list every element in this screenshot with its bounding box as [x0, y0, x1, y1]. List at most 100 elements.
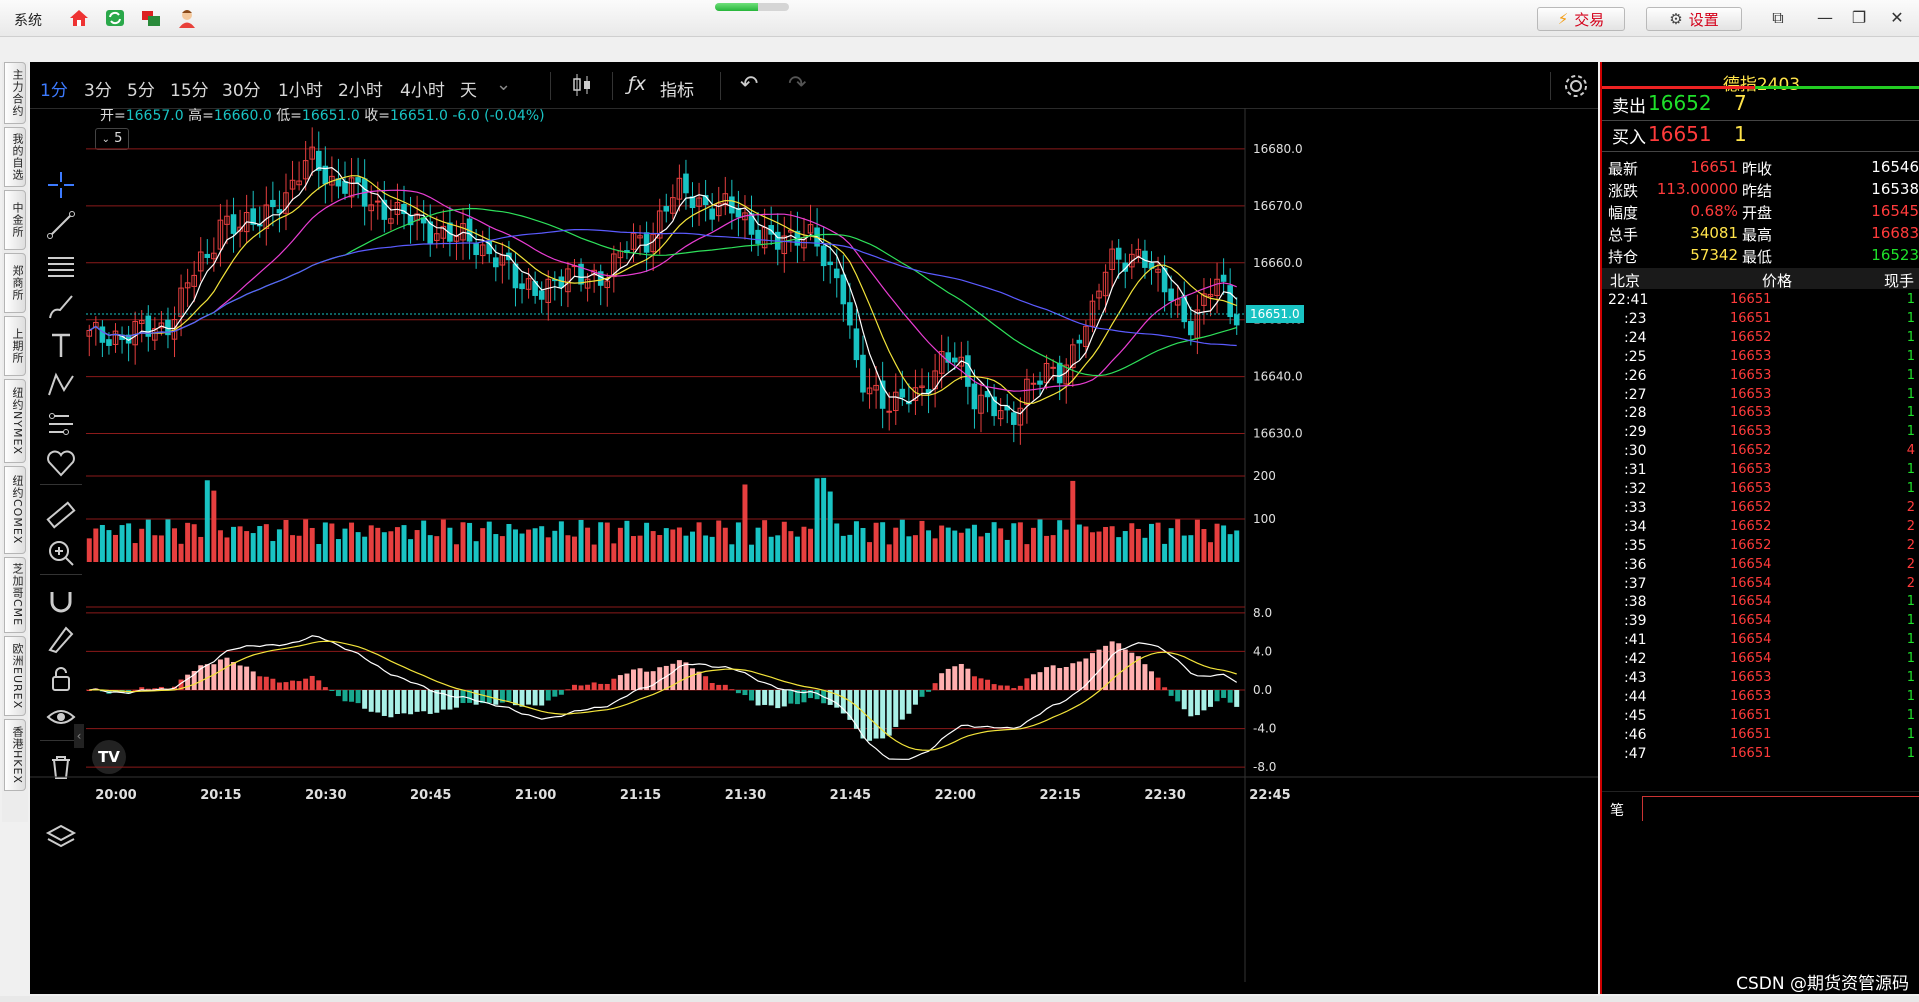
ask-row[interactable]: 卖出 16652 7 [1612, 91, 1747, 117]
indicator-legend-toggle[interactable]: ⌄ 5 [95, 128, 129, 150]
candle-body [860, 354, 866, 393]
bid-row[interactable]: 买入 16651 1 [1612, 122, 1747, 148]
volume-bar [683, 535, 689, 562]
redo-icon[interactable]: ↷ [788, 72, 807, 97]
layers-icon[interactable] [44, 818, 78, 852]
maximize-icon[interactable]: ❐ [1851, 8, 1867, 27]
candle-style-icon[interactable] [570, 72, 594, 103]
exchange-tab[interactable]: 香港HKEX [4, 719, 26, 791]
x-tick-label: 20:15 [200, 788, 241, 803]
candle-body [191, 274, 197, 287]
ruler-icon[interactable] [44, 498, 78, 532]
volume-bar [860, 527, 866, 562]
user-avatar-icon[interactable] [176, 7, 198, 29]
exchange-tab[interactable]: 芝加哥CME [4, 557, 26, 633]
volume-bar [808, 528, 814, 562]
volume-bar [1024, 544, 1030, 562]
restore-icon[interactable]: ⧉ [1772, 8, 1784, 27]
volume-bar [119, 525, 125, 562]
exchange-tab[interactable]: 主力合约 [4, 62, 26, 124]
timeframe-6[interactable]: 1小时 [278, 81, 323, 101]
exchange-tab[interactable]: 上期所 [4, 316, 26, 376]
exchange-tab[interactable]: 中金所 [4, 190, 26, 250]
tradingview-logo-icon[interactable]: TV [92, 740, 126, 774]
indicator-button[interactable]: 指标 [660, 81, 694, 101]
volume-bar [250, 533, 256, 562]
projection-icon[interactable] [44, 406, 78, 440]
unlock-icon[interactable] [44, 662, 78, 696]
trend-line-icon[interactable] [44, 208, 78, 242]
trash-icon[interactable] [44, 750, 78, 784]
crosshair-icon[interactable] [44, 168, 78, 202]
zoom-in-icon[interactable] [44, 536, 78, 570]
tick-tab[interactable]: 笔 [1610, 803, 1624, 819]
timeframe-5[interactable]: 30分 [222, 81, 261, 101]
brush-icon[interactable] [44, 290, 78, 324]
windows-icon[interactable] [140, 7, 162, 29]
candle-body [1050, 366, 1056, 369]
trade-button[interactable]: ⚡ 交易 [1537, 7, 1625, 31]
indicator-fx-icon[interactable]: ƒx [628, 73, 646, 95]
macd-histogram-bar [611, 678, 617, 690]
refresh-icon[interactable] [104, 7, 126, 29]
magnet-icon[interactable] [44, 584, 78, 618]
candle-body [879, 380, 886, 409]
macd-histogram-bar [1017, 685, 1023, 690]
macd-histogram-bar [860, 690, 866, 739]
chart-settings-icon[interactable] [1562, 72, 1590, 105]
exchange-tab[interactable]: 我的自选 [4, 127, 26, 187]
collapse-toolbar-icon[interactable]: ‹ [74, 724, 84, 748]
candle-body [781, 235, 788, 255]
macd-histogram-bar [880, 690, 886, 739]
candle-body [250, 208, 256, 225]
candle-body [709, 208, 715, 220]
timeframe-3[interactable]: 5分 [127, 81, 155, 101]
heart-icon[interactable] [44, 446, 78, 480]
ma20-line [88, 189, 1237, 392]
volume-bar [1070, 480, 1076, 562]
close-icon[interactable]: ✕ [1890, 8, 1904, 27]
macd-dif-line [89, 635, 1238, 760]
watermark: CSDN @期货资管源码 [1736, 974, 1909, 994]
tick-time: :47 [1624, 745, 1647, 762]
exchange-tab[interactable]: 郑商所 [4, 253, 26, 313]
eye-icon[interactable] [44, 700, 78, 734]
timeframe-8[interactable]: 4小时 [400, 81, 445, 101]
macd-histogram-bar [250, 671, 256, 690]
exchange-tab[interactable]: 纽约NYMEX [4, 379, 26, 463]
macd-histogram-bar [1142, 664, 1148, 690]
pattern-icon[interactable] [44, 368, 78, 402]
tick-time: :30 [1624, 443, 1647, 460]
fib-lines-icon[interactable] [44, 250, 78, 284]
system-menu[interactable]: 系统 [14, 13, 42, 29]
home-icon[interactable] [68, 7, 90, 29]
chevron-down-icon[interactable]: ⌄ [496, 74, 512, 95]
undo-icon[interactable]: ↶ [740, 72, 759, 97]
candle-body [702, 195, 709, 206]
macd-histogram-bar [971, 676, 977, 690]
exchange-tab[interactable]: 纽约COMEX [4, 466, 26, 554]
candle-body [1017, 407, 1024, 426]
timeframe-2[interactable]: 3分 [84, 81, 112, 101]
volume-bar [506, 524, 512, 562]
x-tick-label: 22:00 [935, 788, 976, 803]
timeframe-4[interactable]: 15分 [170, 81, 209, 101]
macd-histogram-bar [617, 675, 623, 690]
stat-value: 0.68% [1690, 202, 1738, 220]
timeframe-9[interactable]: 天 [460, 81, 477, 101]
macd-histogram-bar [696, 671, 702, 690]
volume-bar [1076, 524, 1082, 562]
volume-bar [106, 530, 112, 562]
text-tool-icon[interactable] [44, 328, 78, 362]
timeframe-1[interactable]: 1分 [40, 81, 68, 101]
settings-button[interactable]: ⚙ 设置 [1646, 7, 1742, 31]
volume-bar [276, 529, 282, 562]
candle-body [656, 210, 663, 239]
macd-histogram-bar [1201, 690, 1207, 711]
minimize-icon[interactable]: — [1817, 8, 1833, 27]
lock-draw-icon[interactable] [44, 622, 78, 656]
timeframe-7[interactable]: 2小时 [338, 81, 383, 101]
chart-area[interactable]: 1分 3分 5分 15分 30分 1小时 2小时 4小时天 ⌄ ƒx 指标 ↶ ↷ [30, 62, 1598, 994]
candle-body [951, 357, 958, 363]
exchange-tab[interactable]: 欧洲EUREX [4, 636, 26, 716]
